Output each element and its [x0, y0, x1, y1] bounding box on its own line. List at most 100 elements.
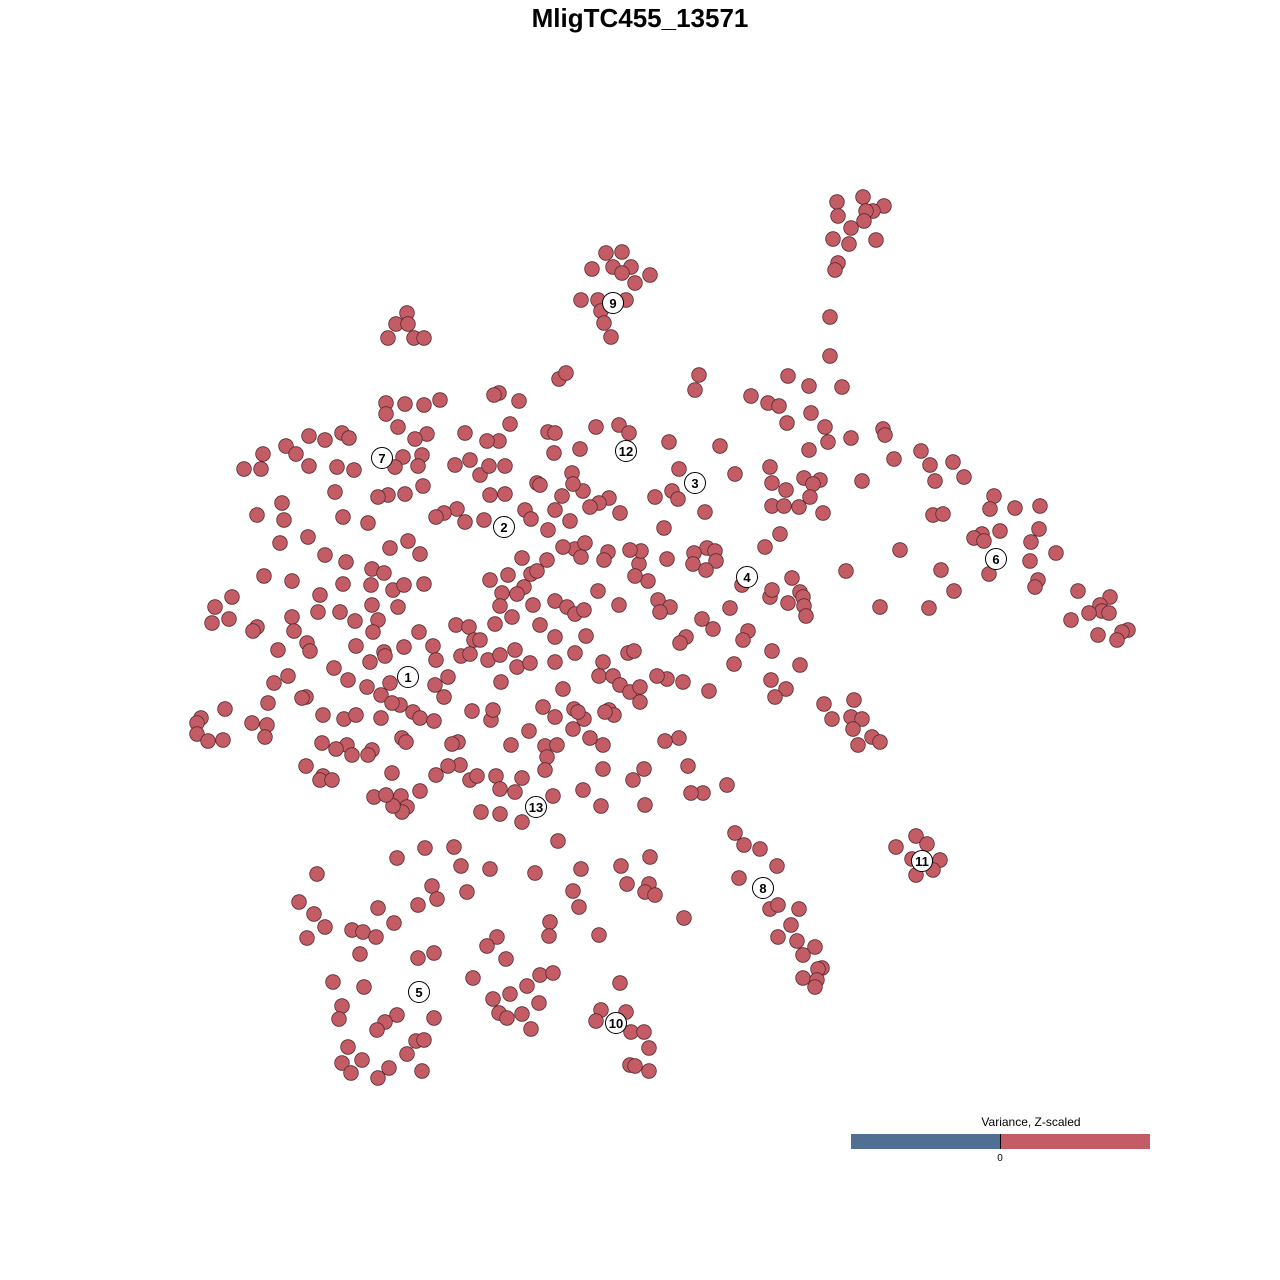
data-point	[284, 573, 300, 589]
data-point	[500, 567, 516, 583]
data-point	[381, 1060, 397, 1076]
data-point	[217, 701, 233, 717]
cluster-label-text: 13	[529, 800, 543, 815]
data-point	[807, 979, 823, 995]
data-point	[767, 689, 783, 705]
data-point	[189, 726, 205, 742]
data-point	[595, 654, 611, 670]
data-point	[612, 975, 628, 991]
data-point	[380, 330, 396, 346]
data-point	[770, 929, 786, 945]
data-point	[266, 675, 282, 691]
data-point	[317, 432, 333, 448]
data-point	[659, 551, 675, 567]
data-point	[919, 836, 935, 852]
data-point	[764, 643, 780, 659]
data-point	[410, 458, 426, 474]
data-point	[272, 535, 288, 551]
data-point	[935, 506, 951, 522]
data-point	[584, 261, 600, 277]
data-point	[562, 513, 578, 529]
data-point	[359, 679, 375, 695]
data-point	[256, 568, 272, 584]
data-point	[465, 970, 481, 986]
data-point	[805, 476, 821, 492]
data-point	[575, 782, 591, 798]
data-point	[691, 367, 707, 383]
data-point	[462, 452, 478, 468]
data-point	[872, 599, 888, 615]
data-point	[315, 707, 331, 723]
data-point	[492, 647, 508, 663]
data-point	[613, 858, 629, 874]
data-point	[411, 624, 427, 640]
cluster-label-text: 7	[378, 451, 385, 466]
data-point	[1007, 500, 1023, 516]
cluster-label-badge	[752, 877, 774, 899]
data-point	[360, 747, 376, 763]
data-point	[627, 275, 643, 291]
legend-title: Variance, Z-scaled	[981, 1115, 1081, 1129]
data-point	[356, 979, 372, 995]
data-point	[621, 425, 637, 441]
data-point	[386, 915, 402, 931]
points-layer	[189, 189, 1136, 1086]
data-point	[636, 761, 652, 777]
data-point	[245, 623, 261, 639]
data-point	[982, 501, 998, 517]
data-point	[547, 425, 563, 441]
data-point	[913, 443, 929, 459]
data-point	[436, 689, 452, 705]
cluster-label-badge	[408, 981, 430, 1003]
data-point	[1109, 632, 1125, 648]
data-point	[567, 645, 583, 661]
data-point	[834, 379, 850, 395]
cluster-label-badge	[493, 516, 515, 538]
data-point	[701, 683, 717, 699]
data-point	[632, 694, 648, 710]
data-point	[373, 687, 389, 703]
data-point	[611, 597, 627, 613]
data-point	[312, 587, 328, 603]
data-point	[846, 692, 862, 708]
data-point	[780, 368, 796, 384]
data-point	[1048, 545, 1064, 561]
data-point	[489, 929, 505, 945]
data-point	[370, 900, 386, 916]
data-point	[571, 899, 587, 915]
data-point	[317, 919, 333, 935]
data-point	[802, 489, 818, 505]
data-point	[705, 621, 721, 637]
data-point	[355, 924, 371, 940]
data-point	[299, 930, 315, 946]
data-point	[253, 461, 269, 477]
data-point	[492, 806, 508, 822]
cluster-label-text: 2	[500, 520, 507, 535]
data-point	[582, 499, 598, 515]
data-point	[514, 550, 530, 566]
data-point	[462, 646, 478, 662]
data-point	[676, 910, 692, 926]
data-point	[529, 563, 545, 579]
data-point	[798, 608, 814, 624]
data-point	[614, 265, 630, 281]
data-point	[224, 589, 240, 605]
data-point	[757, 539, 773, 555]
data-point	[400, 316, 416, 332]
data-point	[389, 850, 405, 866]
data-point	[390, 599, 406, 615]
cluster-label-badge	[985, 548, 1007, 570]
data-point	[719, 777, 735, 793]
data-point	[554, 488, 570, 504]
data-point	[453, 858, 469, 874]
data-point	[776, 498, 792, 514]
data-point	[481, 458, 497, 474]
data-point	[373, 710, 389, 726]
data-point	[619, 876, 635, 892]
data-point	[627, 568, 643, 584]
data-point	[301, 458, 317, 474]
data-point	[838, 563, 854, 579]
data-point	[485, 702, 501, 718]
cluster-label-text: 8	[759, 881, 766, 896]
